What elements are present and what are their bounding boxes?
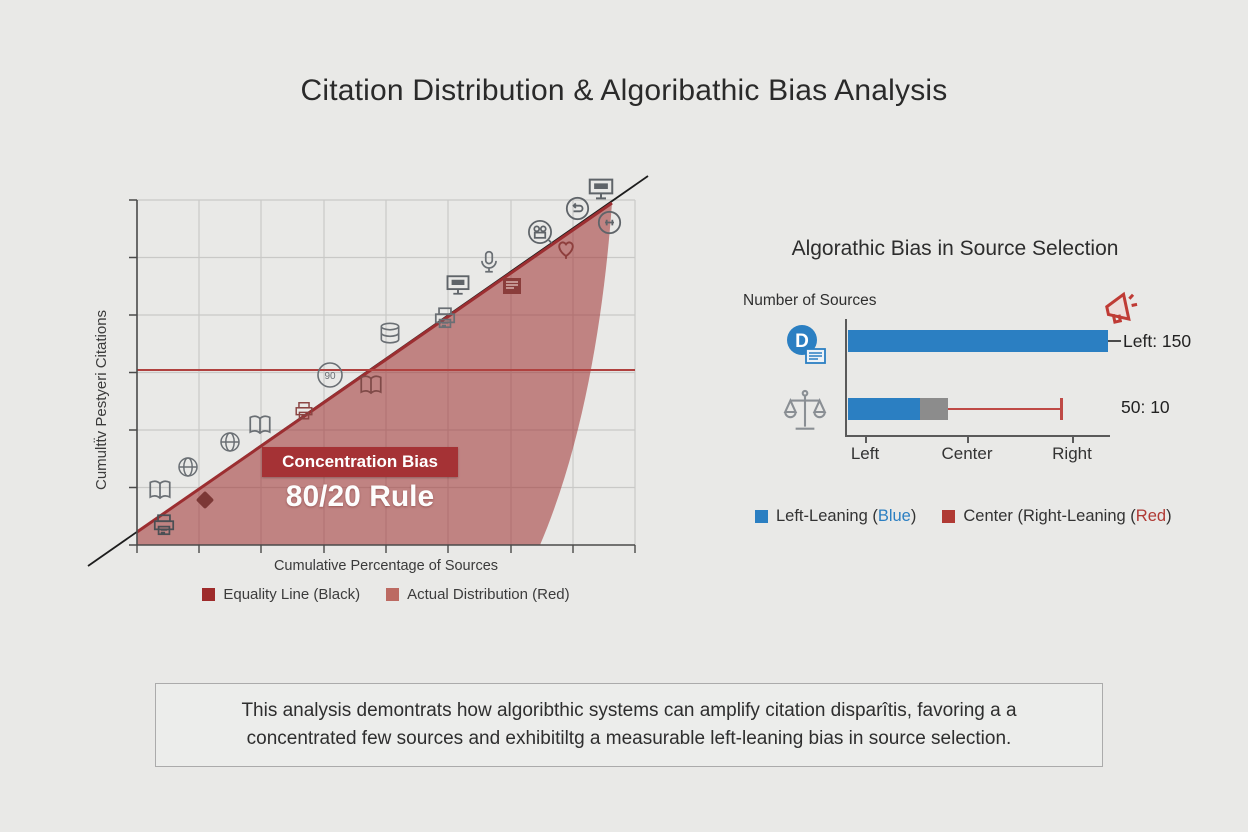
loop-icon	[565, 196, 590, 221]
legend-text: Left-Leaning (Blue)	[776, 507, 917, 525]
bias-chart: Algorathic Bias in Source Selection Numb…	[715, 225, 1195, 545]
legend-swatch-dark-red	[202, 588, 216, 601]
badge-90-text: 90	[324, 371, 336, 382]
lorenz-plot: 90	[87, 175, 649, 567]
legend-actual-distribution: Actual Distribution (Red)	[386, 586, 570, 603]
bar1-value-label: Left: 150	[1123, 331, 1192, 351]
tick-right	[1072, 436, 1074, 443]
sources-axis-label: Number of Sources	[743, 292, 877, 309]
legend-equality-line: Equality Line (Black)	[202, 586, 360, 603]
microphone-icon	[481, 250, 497, 273]
left-leaning-bar	[848, 330, 1108, 352]
news-logo-icon: D	[787, 325, 826, 364]
tick-left	[865, 436, 867, 443]
center-bar-gray-segment	[920, 398, 948, 420]
x-axis-label: Cumulative Percentage of Sources	[273, 558, 499, 574]
megaphone-icon	[1105, 291, 1138, 324]
right-whisker-cap	[1060, 398, 1063, 420]
legend-swatch-blue	[755, 510, 768, 523]
legend-center-right: Center (Right-Leaning (Red)	[942, 507, 1172, 526]
monitor-icon	[588, 178, 614, 200]
bias-y-axis	[845, 319, 847, 436]
caption-text: This analysis demontrats how algoribthic…	[241, 699, 1017, 750]
film-reel-icon	[528, 220, 553, 244]
y-axis-label: Cumultẗv Pestyeri Citations	[93, 309, 110, 490]
bar1-leader-line	[1108, 340, 1121, 342]
book-icon	[149, 480, 171, 499]
legend-swatch-red	[942, 510, 956, 523]
legend-label: Actual Distribution (Red)	[407, 586, 570, 603]
badge-90-icon: 90	[317, 362, 343, 388]
legend-left-leaning: Left-Leaning (Blue)	[755, 507, 916, 526]
concentration-bias-badge: Concentration Bias	[262, 447, 458, 477]
lorenz-chart: 90 Cumultẗv Pestyeri Citations Concentra…	[85, 160, 655, 630]
monitor-icon	[446, 275, 470, 295]
center-bar-blue-segment	[848, 398, 920, 420]
bar2-value-label: 50: 10	[1121, 397, 1170, 417]
page-title: Citation Distribution & Algoribathic Bia…	[300, 74, 948, 107]
tick-label-right: Right	[1052, 444, 1092, 463]
tick-label-left: Left	[850, 444, 880, 463]
axis-ticks	[129, 199, 636, 553]
legend-label: Equality Line (Black)	[223, 586, 361, 603]
newspaper-icon	[502, 277, 522, 295]
concentration-area	[137, 203, 612, 545]
legend-text: Center (Right-Leaning (Red)	[963, 507, 1172, 525]
lorenz-edge-line	[136, 201, 613, 534]
bias-chart-title: Algorathic Bias in Source Selection	[791, 237, 1119, 260]
caption-box: This analysis demontrats how algoribthic…	[155, 683, 1103, 767]
lorenz-legend: Equality Line (Black) Actual Distributio…	[137, 586, 635, 603]
book-icon	[249, 415, 271, 434]
legend-swatch-light-red	[386, 588, 400, 601]
bias-x-axis	[845, 435, 1110, 437]
database-icon	[380, 322, 400, 344]
bias-legend: Left-Leaning (Blue) Center (Right-Leanin…	[755, 507, 1172, 526]
tick-label-center: Center	[941, 444, 993, 463]
tick-center	[967, 436, 969, 443]
right-whisker-line	[948, 408, 1060, 410]
rule-80-20-label: 80/20 Rule	[285, 480, 435, 513]
globe-icon	[220, 432, 240, 452]
globe-icon	[178, 457, 198, 477]
scales-icon	[783, 389, 827, 430]
news-logo-letter: D	[795, 331, 809, 352]
